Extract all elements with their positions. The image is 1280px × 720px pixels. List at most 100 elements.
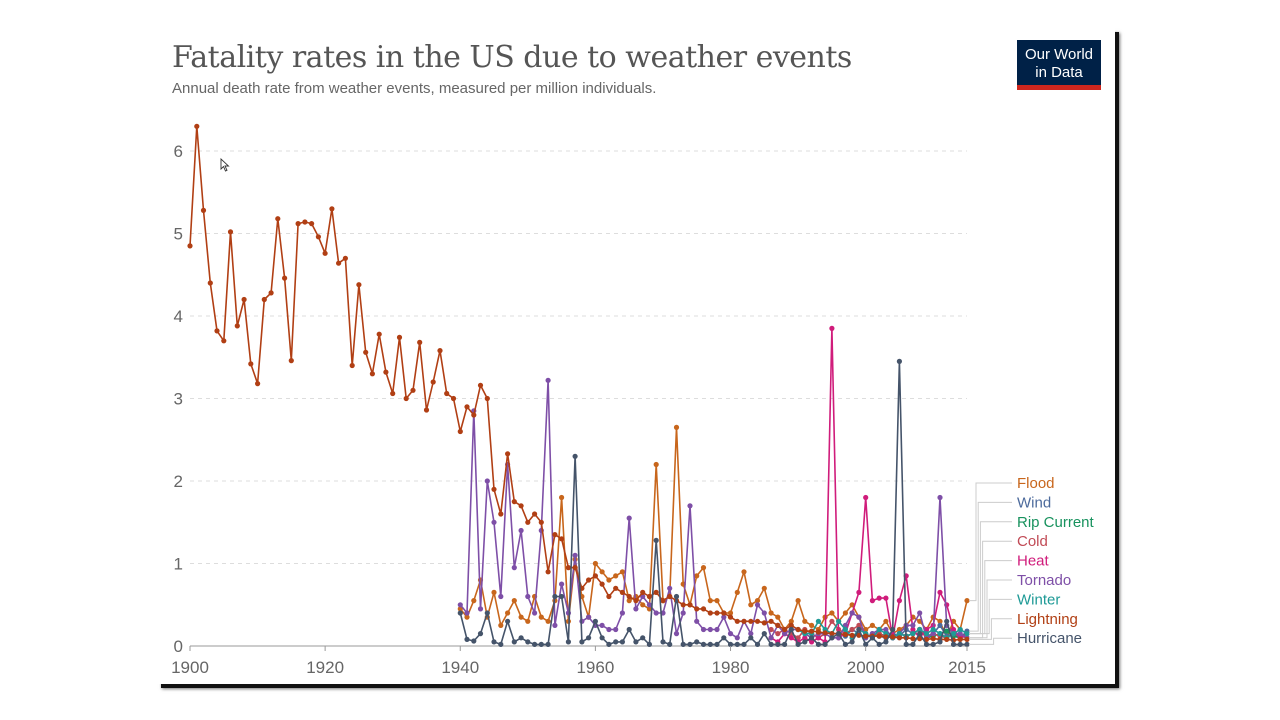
- data-point: [586, 577, 592, 583]
- data-point: [721, 635, 727, 641]
- data-point: [802, 639, 808, 645]
- data-point: [829, 618, 835, 624]
- data-point: [876, 595, 882, 601]
- data-point: [937, 589, 943, 596]
- data-point: [241, 296, 247, 303]
- data-point: [234, 323, 240, 329]
- data-point: [619, 610, 626, 616]
- data-point: [748, 618, 754, 624]
- data-point: [754, 641, 761, 648]
- data-point: [619, 589, 626, 596]
- data-point: [498, 593, 504, 600]
- data-point: [761, 631, 767, 637]
- data-point: [626, 515, 632, 521]
- data-point: [815, 629, 822, 635]
- data-point: [856, 626, 862, 633]
- data-point: [457, 602, 463, 608]
- data-point: [836, 631, 842, 637]
- data-point: [640, 635, 646, 641]
- data-point: [910, 641, 916, 648]
- legend-item-flood[interactable]: Flood: [1017, 475, 1055, 492]
- data-point: [775, 641, 781, 648]
- data-point: [559, 494, 565, 501]
- data-point: [288, 358, 294, 364]
- data-point: [484, 610, 490, 616]
- data-point: [207, 280, 213, 286]
- legend-item-cold[interactable]: Cold: [1017, 533, 1048, 550]
- data-point: [802, 635, 808, 641]
- data-point: [930, 641, 936, 648]
- data-point: [680, 602, 686, 608]
- data-point: [633, 598, 639, 604]
- logo-line-1: Our World: [1024, 46, 1094, 63]
- data-point: [660, 639, 666, 645]
- data-point: [640, 602, 646, 608]
- legend-item-tornado[interactable]: Tornado: [1017, 572, 1071, 589]
- data-point: [930, 626, 936, 633]
- data-point: [349, 362, 355, 369]
- data-point: [667, 593, 673, 600]
- data-point: [660, 598, 666, 604]
- data-point: [653, 610, 659, 616]
- owid-logo[interactable]: Our World in Data: [1017, 40, 1101, 90]
- data-point: [667, 641, 673, 648]
- legend-item-lightning[interactable]: Lightning: [1017, 611, 1078, 628]
- data-point: [869, 622, 876, 629]
- data-point: [417, 339, 423, 345]
- legend-connector-wind: [969, 501, 1012, 632]
- data-point: [552, 622, 558, 629]
- data-point: [356, 282, 362, 288]
- data-point: [545, 618, 551, 624]
- data-point: [896, 635, 903, 641]
- data-point: [626, 626, 632, 633]
- legend-connector-flood: [969, 482, 1012, 602]
- data-point: [613, 639, 619, 645]
- x-tick-label: 2015: [948, 658, 986, 677]
- y-tick-label: 2: [174, 472, 183, 491]
- logo-line-2: in Data: [1035, 64, 1083, 81]
- data-point: [910, 636, 916, 642]
- legend-item-rip-current[interactable]: Rip Current: [1017, 514, 1095, 531]
- data-point: [464, 614, 470, 620]
- data-point: [491, 639, 497, 645]
- legend-connector-hurricane: [969, 637, 1012, 645]
- data-point: [464, 636, 470, 643]
- data-point: [944, 628, 950, 634]
- x-tick-label: 1940: [441, 658, 479, 677]
- data-point: [248, 361, 254, 367]
- data-point: [883, 626, 889, 633]
- series-heat[interactable]: [768, 325, 970, 645]
- data-point: [721, 614, 727, 620]
- series-hurricane[interactable]: [457, 358, 970, 648]
- x-tick-label: 1980: [712, 658, 750, 677]
- data-point: [754, 618, 761, 624]
- data-point: [896, 598, 903, 604]
- data-point: [471, 638, 477, 644]
- data-point: [680, 610, 686, 616]
- data-point: [727, 614, 734, 620]
- data-point: [944, 618, 950, 624]
- data-point: [545, 641, 551, 648]
- data-point: [910, 631, 916, 637]
- legend-item-winter[interactable]: Winter: [1017, 591, 1060, 608]
- data-point: [646, 602, 653, 608]
- legend-item-hurricane[interactable]: Hurricane: [1017, 630, 1082, 647]
- gridlines: [190, 150, 967, 647]
- data-point: [957, 631, 963, 637]
- data-point: [768, 610, 774, 616]
- legend-item-wind[interactable]: Wind: [1017, 494, 1051, 511]
- data-point: [937, 639, 943, 645]
- data-point: [221, 338, 227, 344]
- data-point: [586, 635, 592, 641]
- data-point: [923, 636, 930, 643]
- data-point: [538, 614, 544, 620]
- data-point: [957, 636, 963, 643]
- data-point: [282, 275, 288, 281]
- axis-ticks: 0 1 2 3 4 5 6 1900 1920 1940 1960 1980 2000 2015: [171, 142, 986, 677]
- data-point: [694, 639, 700, 645]
- data-point: [917, 631, 923, 637]
- x-tick-label: 1900: [171, 658, 209, 677]
- legend-item-heat[interactable]: Heat: [1017, 553, 1050, 570]
- data-point: [559, 581, 565, 587]
